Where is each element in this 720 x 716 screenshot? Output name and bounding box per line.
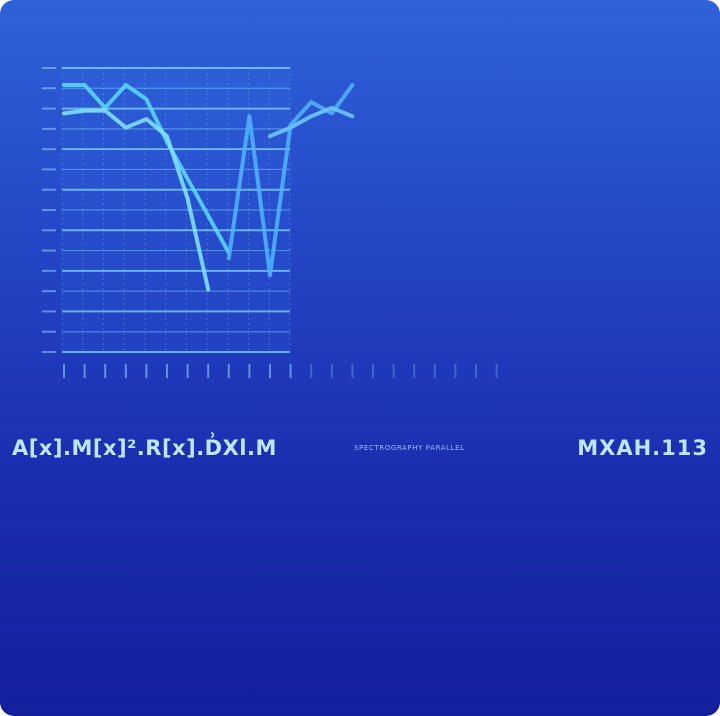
caption-code-text: MXAH.113 (577, 436, 708, 460)
series-line-1 (62, 83, 231, 255)
series-line-4 (268, 105, 355, 139)
line-chart (42, 67, 498, 378)
caption-formula-text: A[x].M[x]².R[x].D͗Xl.M (12, 436, 277, 460)
caption-bar: A[x].M[x]².R[x].D͗Xl.M SPECTROGRAPHY PAR… (0, 432, 720, 472)
series-line-3 (226, 83, 355, 278)
caption-small-text: SPECTROGRAPHY PARALLEL (354, 444, 465, 452)
series-line-2 (62, 108, 211, 292)
plot-area (62, 68, 290, 352)
